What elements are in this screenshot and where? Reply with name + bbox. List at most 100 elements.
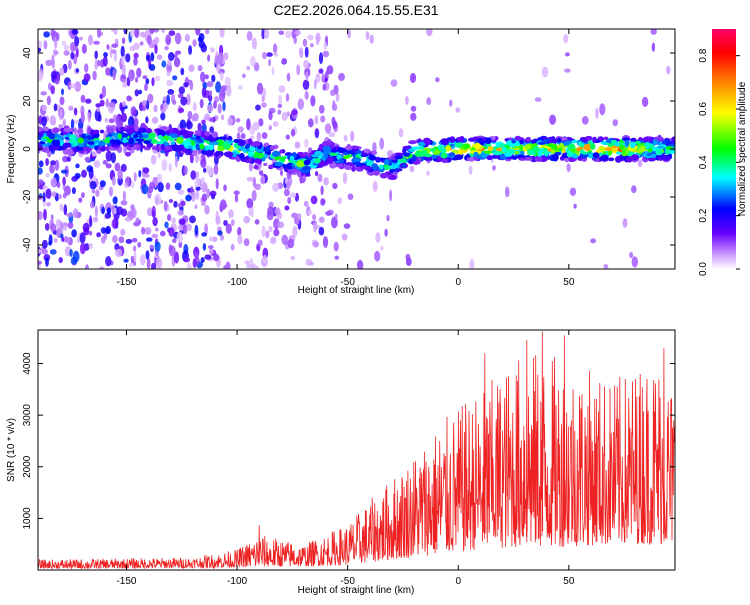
spectrogram-cell [504, 186, 510, 198]
spectrogram-cell [455, 107, 461, 113]
spectrogram-cell [237, 234, 243, 245]
spectrogram-cell [254, 265, 259, 269]
spectrogram-cell [49, 223, 57, 232]
spectrogram-cell [261, 102, 267, 108]
spectrogram-cell [139, 254, 146, 266]
spectrogram-ridge-cell [300, 152, 307, 157]
spectrogram-cell [188, 45, 193, 55]
spectrogram-cell [111, 43, 119, 48]
spectrogram-ridge-cell [168, 129, 174, 134]
spectrogram-ridge-cell [421, 149, 428, 157]
spectrogram-cell [59, 203, 64, 212]
spectrogram-cell [435, 77, 440, 83]
spectrogram-cell [206, 104, 214, 112]
spectrogram-ridge-cell [195, 135, 200, 140]
spectrogram-ridge-cell [486, 155, 494, 161]
spectrogram-cell [115, 248, 123, 258]
spectrogram-cell [191, 191, 196, 202]
spectrogram-cell [320, 198, 326, 206]
spectrogram-heatmap [38, 29, 675, 269]
spectrogram-cell [246, 263, 253, 269]
spectrogram-cell [112, 68, 116, 81]
spectrogram-cell [310, 95, 316, 107]
spectrogram-cell [56, 227, 61, 238]
y-tick-label: 3000 [22, 404, 33, 427]
spectrogram-ridge-cell [290, 168, 299, 173]
spectrogram-cell [79, 242, 86, 255]
spectrogram-cell [468, 165, 473, 175]
spectrogram-cell [84, 156, 91, 162]
spectrogram-cell [145, 250, 150, 260]
spectrogram-cell [104, 117, 109, 124]
spectrogram-cell [94, 205, 98, 217]
spectrogram-cell [291, 109, 298, 116]
spectrogram-ridge-cell [226, 140, 234, 144]
spectrogram-cell [192, 39, 197, 47]
spectrogram-cell [51, 191, 57, 198]
spectrogram-ridge-cell [487, 146, 494, 151]
spectrogram-cell [43, 31, 50, 38]
spectrogram-cell [304, 138, 309, 148]
spectrogram-cell [204, 29, 210, 35]
spectrogram-cell [173, 251, 180, 264]
spectrogram-ridge-cell [501, 146, 508, 153]
spectrogram-cell [172, 238, 177, 243]
spectrogram-cell [258, 170, 264, 176]
spectrogram-cell [43, 208, 47, 221]
spectrogram-cell [389, 189, 393, 202]
spectrogram-cell [234, 193, 239, 203]
spectrogram-cell [328, 132, 336, 138]
spectrogram-ridge-cell [249, 146, 256, 152]
spectrogram-cell [112, 235, 118, 243]
spectrogram-cell [153, 29, 159, 33]
spectrogram-cell [204, 205, 210, 215]
spectrogram-ridge-cell [550, 148, 555, 154]
spectrogram-ridge-cell [655, 149, 663, 156]
spectrogram-cell [294, 30, 302, 36]
spectrogram-ridge-cell [445, 145, 451, 152]
spectrogram-cell [50, 177, 57, 188]
spectrogram-cell [79, 232, 86, 244]
spectrogram-cell [76, 238, 81, 243]
spectrogram-cell [50, 214, 54, 220]
spectrogram-cell [166, 70, 171, 77]
spectrogram-cell [183, 82, 189, 88]
spectrogram-cell [138, 89, 142, 95]
spectrogram-cell [317, 173, 323, 183]
spectrogram-cell [190, 186, 194, 193]
spectrogram-cell [197, 64, 203, 72]
spectrogram-cell [53, 103, 58, 112]
spectrogram-ridge-cell [135, 138, 145, 142]
spectrogram-cell [256, 82, 264, 95]
spectrogram-ridge-cell [492, 151, 502, 156]
spectrogram-cell [590, 238, 596, 244]
spectrogram-ridge-cell [550, 136, 556, 142]
spectrogram-cell [256, 131, 262, 142]
spectrogram-ridge-cell [303, 159, 311, 166]
spectrogram-cell [186, 262, 192, 269]
spectrogram-ridge-cell [372, 164, 377, 171]
spectrogram-cell [168, 162, 172, 172]
spectrogram-y-label: Frequency (Hz) [6, 115, 17, 184]
x-tick-label: -150 [116, 576, 136, 587]
spectrogram-ridge-cell [402, 148, 407, 154]
spectrogram-cell [302, 39, 308, 47]
spectrogram-cell [409, 165, 415, 173]
spectrogram-ridge-cell [395, 152, 405, 156]
spectrogram-cell [271, 66, 275, 76]
spectrogram-cell [220, 234, 224, 241]
spectrogram-ridge-cell [584, 135, 593, 141]
spectrogram-ridge-cell [603, 136, 609, 140]
spectrogram-cell [136, 67, 142, 78]
spectrogram-ridge-cell [77, 137, 84, 144]
spectrogram-cell [209, 90, 213, 97]
spectrogram-cell [223, 265, 227, 269]
spectrogram-cell [201, 123, 207, 133]
spectrogram-ridge-cell [253, 140, 261, 147]
spectrogram-cell [122, 190, 126, 202]
spectrogram-cell [154, 241, 161, 252]
spectrogram-cell [283, 188, 290, 197]
spectrogram-cell [83, 73, 91, 82]
spectrogram-cell [55, 218, 61, 228]
spectrogram-cell [150, 52, 155, 62]
